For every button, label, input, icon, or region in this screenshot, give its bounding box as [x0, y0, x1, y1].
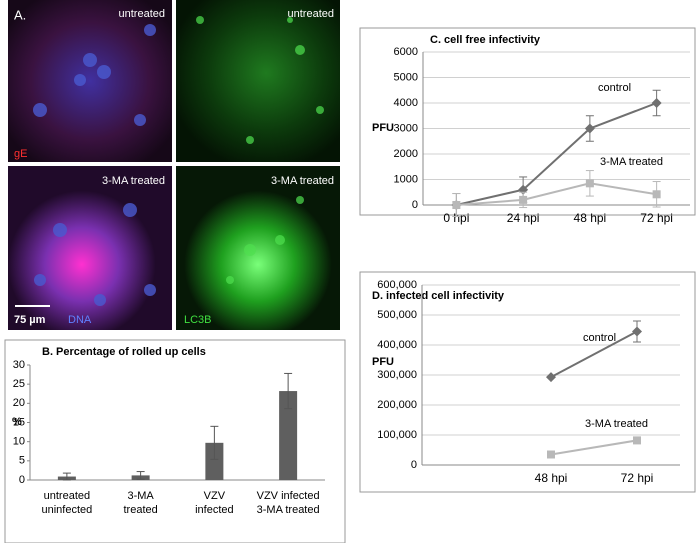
marker	[652, 190, 661, 199]
marker	[519, 195, 528, 204]
image-tile	[176, 166, 340, 330]
series-label: control	[598, 82, 631, 94]
y-tick-label: 200,000	[377, 399, 417, 411]
marker	[651, 98, 662, 108]
y-tick-label: 0	[412, 199, 418, 211]
chart-title: C. cell free infectivity	[430, 34, 541, 46]
marker	[546, 372, 556, 383]
stain-label: LC3B	[184, 314, 212, 326]
x-tick-label: 72 hpi	[640, 211, 673, 225]
y-tick-label: 100,000	[377, 429, 417, 441]
x-tick-label: 48 hpi	[535, 471, 568, 485]
y-tick-label: 0	[19, 474, 25, 486]
y-tick-label: 1000	[394, 173, 418, 185]
y-tick-label: 30	[13, 359, 25, 371]
series-line	[550, 330, 638, 378]
series-line	[456, 102, 657, 206]
series-label: control	[583, 332, 616, 344]
x-tick-label: 3-MA	[127, 490, 154, 502]
series-label: 3-MA treated	[585, 418, 648, 430]
chart-title: D. infected cell infectivity	[372, 290, 505, 302]
x-tick-label: 0 hpi	[443, 211, 469, 225]
x-tick-label: 48 hpi	[574, 211, 607, 225]
bar	[205, 442, 224, 480]
stain-label: DNA	[68, 314, 92, 326]
bar	[279, 391, 298, 480]
chart-frame	[359, 27, 696, 216]
scale-label: 75 µm	[14, 314, 46, 326]
marker	[452, 201, 461, 209]
y-tick-label: 2000	[394, 148, 418, 160]
image-label: 3-MA treated	[271, 175, 334, 187]
image-tile	[8, 166, 172, 330]
y-tick-label: 0	[411, 459, 417, 471]
micrographs: A. untreated untreated 3-MA treated 3-MA…	[8, 0, 340, 330]
y-axis-label: %	[12, 416, 22, 428]
y-tick-label: 5	[19, 455, 25, 467]
chart-frame	[4, 339, 346, 543]
series-label: 3-MA treated	[600, 156, 663, 168]
nuclei	[33, 24, 156, 306]
image-tile	[176, 0, 340, 162]
y-tick-label: 600,000	[377, 279, 417, 291]
x-tick-label: treated	[124, 504, 158, 516]
marker	[547, 450, 555, 459]
marker	[633, 436, 641, 445]
x-tick-label: VZV	[204, 490, 226, 502]
y-tick-label: 4000	[394, 97, 418, 109]
x-tick-label: infected	[195, 504, 234, 516]
image-label: untreated	[119, 8, 165, 20]
marker	[585, 179, 594, 188]
x-tick-label: VZV infected	[257, 490, 320, 502]
x-tick-label: untreated	[44, 490, 90, 502]
y-tick-label: 400,000	[377, 339, 417, 351]
y-axis-label: PFU	[372, 122, 394, 134]
y-tick-label: 15	[13, 416, 25, 428]
y-tick-label: 3000	[394, 122, 418, 134]
stain-label: gE	[14, 148, 27, 160]
y-tick-label: 5000	[394, 71, 418, 83]
panel-label: A.	[14, 7, 26, 22]
chart-frame	[359, 271, 696, 493]
y-tick-label: 500,000	[377, 309, 417, 321]
x-tick-label: 24 hpi	[507, 211, 540, 225]
series-line	[456, 182, 657, 206]
y-tick-label: 300,000	[377, 369, 417, 381]
chart-title: B. Percentage of rolled up cells	[42, 346, 206, 358]
image-label: 3-MA treated	[102, 175, 165, 187]
marker	[632, 326, 642, 337]
y-tick-label: 6000	[394, 46, 418, 58]
y-tick-label: 20	[13, 397, 25, 409]
series-line	[550, 439, 638, 456]
y-tick-label: 25	[13, 378, 25, 390]
x-tick-label: uninfected	[41, 504, 92, 516]
x-tick-label: 72 hpi	[621, 471, 654, 485]
y-tick-label: 10	[13, 436, 25, 448]
puncta	[196, 16, 324, 284]
marker	[584, 123, 595, 134]
image-label: untreated	[288, 8, 334, 20]
x-tick-label: 3-MA treated	[257, 504, 320, 516]
y-axis-label: PFU	[372, 356, 394, 368]
image-tile	[8, 0, 172, 162]
